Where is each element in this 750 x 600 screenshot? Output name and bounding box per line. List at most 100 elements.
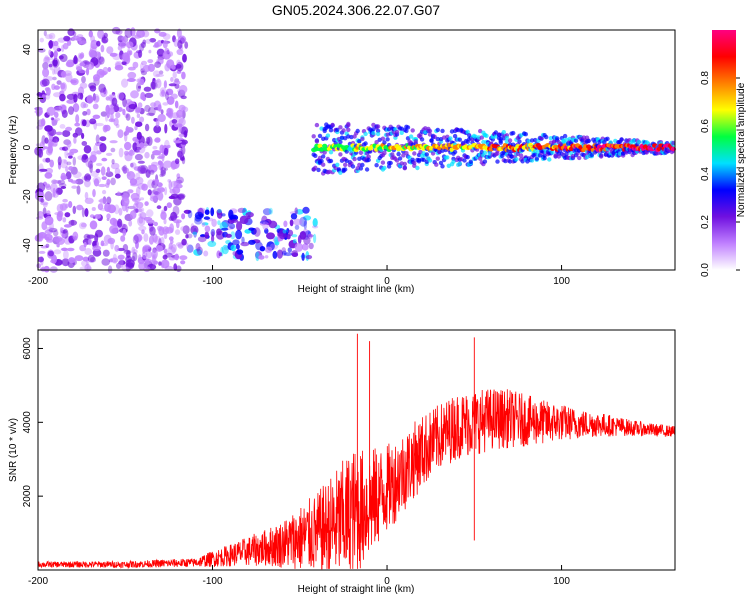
spectrogram-cell <box>174 253 179 261</box>
spectrogram-cell <box>534 156 539 161</box>
spectrogram-cell <box>107 67 112 72</box>
spectrogram-x-tick-label: -100 <box>203 276 223 287</box>
spectrogram-cell <box>321 162 326 167</box>
spectrogram-cell <box>68 151 74 156</box>
spectrogram-cell <box>127 189 134 194</box>
spectrogram-cell <box>114 167 121 176</box>
spectrogram-cell <box>173 140 182 144</box>
spectrogram-cell <box>434 162 439 167</box>
spectrogram-cell <box>186 244 194 253</box>
spectrogram-cell <box>164 123 168 134</box>
spectrogram-cell <box>143 266 151 272</box>
spectrogram-cell <box>110 257 119 263</box>
spectrogram-cell <box>346 127 351 132</box>
spectrogram-cell <box>357 162 362 168</box>
spectrogram-cell <box>448 136 453 141</box>
spectrogram-cell <box>498 140 503 145</box>
spectrogram-cell <box>181 238 187 246</box>
spectrogram-cell <box>95 134 100 144</box>
spectrogram-cell <box>299 231 307 240</box>
spectrogram-cell <box>176 173 181 179</box>
spectrogram-cell <box>159 144 165 154</box>
spectrogram-cell <box>165 88 174 96</box>
spectrogram-cell <box>371 127 376 132</box>
spectrogram-cell <box>75 127 83 136</box>
spectrogram-cell <box>127 71 137 79</box>
spectrogram-cell <box>130 90 139 99</box>
spectrogram-cell <box>619 137 624 142</box>
spectrogram-cell <box>64 149 69 159</box>
spectrogram-cell <box>172 71 177 79</box>
spectrogram-cell <box>363 131 368 137</box>
spectrogram-cell <box>138 49 143 58</box>
spectrogram-cell <box>37 211 44 218</box>
spectrogram-cell <box>87 254 95 263</box>
spectrogram-cell <box>154 178 159 186</box>
spectrogram-cell <box>210 207 215 217</box>
spectrogram-cell <box>265 246 273 253</box>
spectrogram-cell <box>94 51 101 59</box>
spectrogram-cell <box>102 124 108 133</box>
spectrogram-cell <box>268 207 273 215</box>
spectrogram-cell <box>211 234 215 243</box>
spectrogram-cell <box>44 229 54 234</box>
spectrogram-cell <box>97 203 104 211</box>
spectrogram-cell <box>142 64 151 73</box>
spectrogram-cell <box>190 225 199 235</box>
spectrogram-cell <box>58 183 67 188</box>
spectrogram-cell <box>435 127 440 133</box>
spectrogram-cell <box>134 201 139 206</box>
spectrogram-cell <box>88 238 92 246</box>
spectrogram-cell <box>78 40 82 45</box>
spectrogram-cell <box>63 250 69 260</box>
spectrogram-cell <box>217 220 221 226</box>
spectrogram-cell <box>317 143 323 149</box>
snr-x-label: Height of straight line (km) <box>298 584 415 595</box>
spectrogram-cell <box>63 159 67 164</box>
spectrogram-y-tick-label: 20 <box>22 93 33 105</box>
spectrogram-y-tick-label: -20 <box>22 189 33 204</box>
spectrogram-cell <box>94 214 101 219</box>
spectrogram-cell <box>39 37 44 43</box>
spectrogram-cell <box>321 154 326 159</box>
spectrogram-cell <box>197 236 207 243</box>
spectrogram-cell <box>61 44 65 53</box>
spectrogram-cell <box>493 130 499 135</box>
spectrogram-cell <box>45 34 53 40</box>
spectrogram-cell <box>44 216 54 226</box>
spectrogram-cell <box>632 138 637 143</box>
spectrogram-cell <box>360 162 365 168</box>
spectrogram-y-tick-label: 0 <box>22 144 33 150</box>
spectrogram-cell <box>168 236 174 241</box>
spectrogram-cell <box>137 102 143 109</box>
spectrogram-cell <box>138 225 147 231</box>
colorbar-tick-label: 0.0 <box>700 263 711 277</box>
spectrogram-cell <box>338 125 343 130</box>
spectrogram-cell <box>76 204 84 211</box>
spectrogram-cell <box>195 242 201 252</box>
spectrogram-cell <box>66 140 72 148</box>
spectrogram-cell <box>366 154 371 159</box>
spectrogram-y-label: Frequency (Hz) <box>8 116 19 185</box>
spectrogram-cell <box>100 243 109 247</box>
spectrogram-cell <box>68 257 76 264</box>
spectrogram-cell <box>98 83 106 93</box>
spectrogram-cell <box>407 155 412 160</box>
spectrogram-cell <box>322 150 327 155</box>
spectrogram-cell <box>125 125 130 136</box>
spectrogram-cell <box>124 113 129 118</box>
spectrogram-cell <box>481 139 486 145</box>
spectrogram-cell <box>253 227 261 237</box>
spectrogram-cell <box>106 213 111 219</box>
spectrogram-cell <box>157 104 162 112</box>
spectrogram-cell <box>42 67 50 78</box>
spectrogram-cell <box>149 226 156 236</box>
spectrogram-cell <box>177 194 185 201</box>
spectrogram-cell <box>183 209 192 214</box>
spectrogram-cell <box>79 62 86 67</box>
spectrogram-cell <box>245 211 254 218</box>
spectrogram-cell <box>185 234 189 239</box>
spectrogram-cell <box>556 154 561 159</box>
spectrogram-cell <box>182 225 190 235</box>
spectrogram-cell <box>155 78 162 89</box>
